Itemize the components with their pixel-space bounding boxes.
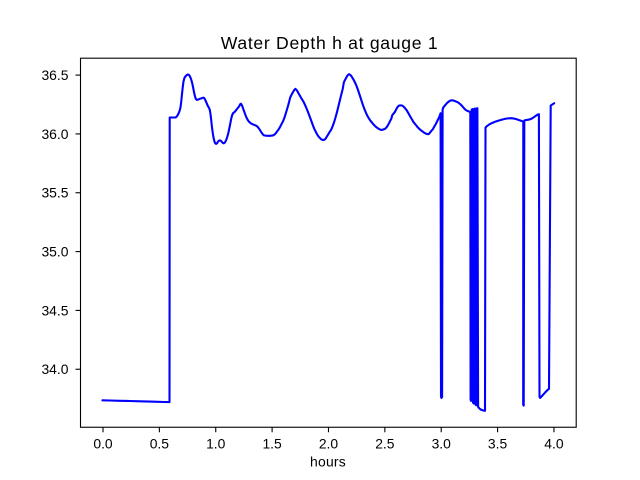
- svg-text:0.0: 0.0: [93, 435, 113, 451]
- svg-text:36.0: 36.0: [41, 126, 68, 142]
- svg-text:36.5: 36.5: [41, 67, 68, 83]
- svg-text:hours: hours: [310, 453, 346, 469]
- svg-text:2.5: 2.5: [375, 435, 395, 451]
- svg-text:2.0: 2.0: [319, 435, 339, 451]
- svg-text:34.5: 34.5: [41, 302, 68, 318]
- svg-text:3.0: 3.0: [432, 435, 452, 451]
- svg-text:34.0: 34.0: [41, 361, 68, 377]
- svg-text:35.0: 35.0: [41, 243, 68, 259]
- svg-text:1.5: 1.5: [262, 435, 282, 451]
- svg-text:3.5: 3.5: [488, 435, 508, 451]
- svg-text:0.5: 0.5: [150, 435, 170, 451]
- svg-text:4.0: 4.0: [544, 435, 564, 451]
- svg-text:Water Depth h at gauge 1: Water Depth h at gauge 1: [221, 33, 439, 53]
- svg-text:35.5: 35.5: [41, 185, 68, 201]
- svg-text:1.0: 1.0: [206, 435, 226, 451]
